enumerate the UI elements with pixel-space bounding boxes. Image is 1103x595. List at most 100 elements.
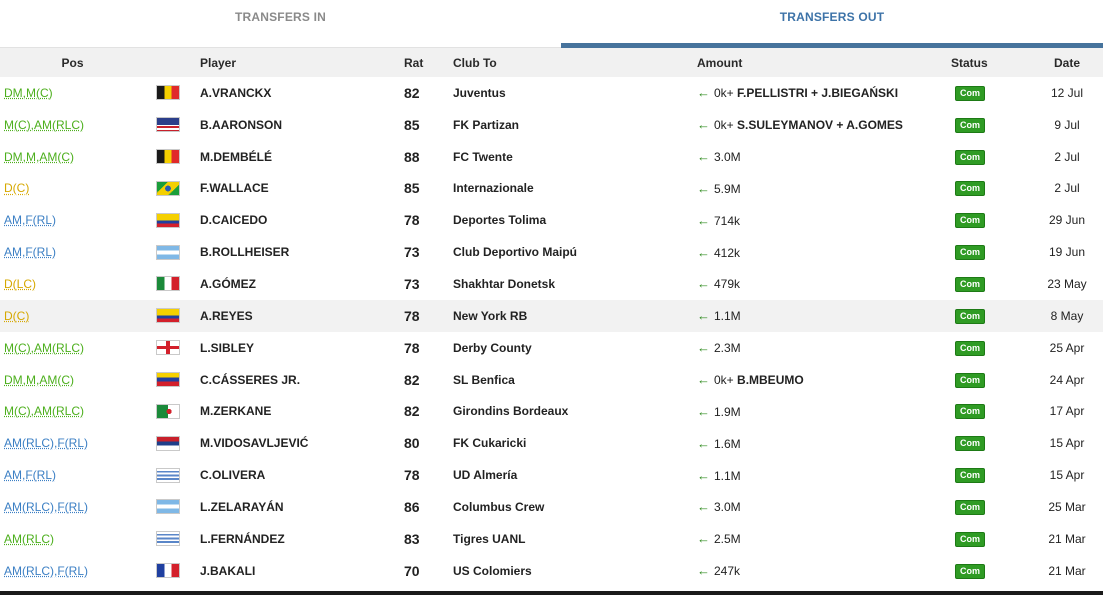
club-to-name[interactable]: Girondins Bordeaux — [453, 404, 569, 419]
position-link[interactable]: AM,F(RL) — [4, 213, 56, 228]
position-link[interactable]: DM,M(C) — [4, 85, 53, 100]
amount-value: 0k+ — [714, 86, 734, 101]
club-to-name[interactable]: US Colomiers — [453, 563, 532, 578]
rating-value: 85 — [404, 116, 420, 133]
table-row[interactable]: D(C) F.WALLACE 85 Internazionale ← 5.9M Com 2 J… — [0, 173, 1103, 205]
player-name[interactable]: C.CÁSSERES JR. — [200, 372, 301, 387]
position-link[interactable]: DM,M,AM(C) — [4, 149, 74, 164]
table-row[interactable]: AM,F(RL) C.OLIVERA 78 UD Almería ← 1.1M Com 15 … — [0, 459, 1103, 491]
club-to-name[interactable]: Columbus Crew — [453, 499, 545, 514]
transfer-date: 2 Jul — [1054, 181, 1080, 196]
col-header-amount[interactable]: Amount — [697, 55, 743, 70]
table-row[interactable]: M(C),AM(RLC) L.SIBLEY 78 Derby County ← 2.3M C… — [0, 332, 1103, 364]
rating-value: 80 — [404, 435, 420, 452]
club-to-name[interactable]: Deportes Tolima — [453, 213, 547, 228]
amount-value: 479k — [714, 277, 741, 292]
player-name[interactable]: A.VRANCKX — [200, 85, 272, 100]
flag-cell — [145, 491, 197, 523]
position-link[interactable]: AM(RLC),F(RL) — [4, 436, 88, 451]
player-name[interactable]: B.ROLLHEISER — [200, 245, 290, 260]
club-to-name[interactable]: UD Almería — [453, 468, 518, 483]
club-to-name[interactable]: Shakhtar Donetsk — [453, 276, 556, 291]
position-link[interactable]: D(LC) — [4, 276, 36, 291]
status-cell: Com — [951, 491, 1031, 523]
position-cell: DM,M,AM(C) — [0, 364, 145, 396]
club-to-name[interactable]: New York RB — [453, 308, 528, 323]
table-row[interactable]: AM(RLC),F(RL) L.ZELARAYÁN 86 Columbus Crew ←… — [0, 491, 1103, 523]
tab-active-indicator — [561, 43, 1103, 48]
tab-transfers-out[interactable]: TRANSFERS OUT — [561, 0, 1103, 48]
venezuela-flag-icon — [156, 372, 180, 388]
status-badge: Com — [955, 213, 985, 229]
table-row[interactable]: D(C) A.REYES 78 New York RB ← 1.1M Com 8 May — [0, 299, 1103, 332]
col-header-rat[interactable]: Rat — [404, 55, 424, 70]
player-name[interactable]: M.VIDOSAVLJEVIĆ — [200, 436, 309, 451]
position-link[interactable]: M(C),AM(RLC) — [4, 340, 84, 355]
player-name[interactable]: D.CAICEDO — [200, 213, 268, 228]
position-link[interactable]: M(C),AM(RLC) — [4, 117, 84, 132]
position-link[interactable]: AM,F(RL) — [4, 245, 56, 260]
player-name[interactable]: A.REYES — [200, 308, 253, 323]
tab-transfers-out-label: TRANSFERS OUT — [779, 10, 885, 24]
player-name[interactable]: M.DEMBÉLÉ — [200, 149, 272, 164]
col-header-player[interactable]: Player — [200, 55, 237, 70]
position-link[interactable]: AM(RLC) — [4, 531, 54, 546]
table-row[interactable]: AM,F(RL) D.CAICEDO 78 Deportes Tolima ← 714k C… — [0, 204, 1103, 236]
player-name[interactable]: F.WALLACE — [200, 181, 269, 196]
table-row[interactable]: DM,M(C) A.VRANCKX 82 Juventus ← 0k+ F.PELLIST… — [0, 77, 1103, 109]
player-name[interactable]: A.GÓMEZ — [200, 276, 256, 291]
position-link[interactable]: DM,M,AM(C) — [4, 372, 74, 387]
col-header-pos[interactable]: Pos — [61, 55, 84, 70]
player-name[interactable]: M.ZERKANE — [200, 404, 272, 419]
position-link[interactable]: D(C) — [4, 308, 30, 323]
club-to-name[interactable]: FK Cukaricki — [453, 436, 527, 451]
flag-cell — [145, 300, 197, 332]
club-to-name[interactable]: FK Partizan — [453, 117, 520, 132]
amount-players-included[interactable]: S.SULEYMANOV + A.GOMES — [733, 118, 903, 133]
table-row[interactable]: DM,M,AM(C) M.DEMBÉLÉ 88 FC Twente ← 3.0M Com 2 … — [0, 141, 1103, 173]
table-row[interactable]: AM(RLC),F(RL) J.BAKALI 70 US Colomiers ← 247k… — [0, 555, 1103, 587]
player-name[interactable]: L.SIBLEY — [200, 340, 255, 355]
club-to-name[interactable]: Club Deportivo Maipú — [453, 245, 577, 260]
position-link[interactable]: AM(RLC),F(RL) — [4, 563, 88, 578]
club-to-name[interactable]: FC Twente — [453, 149, 513, 164]
position-link[interactable]: M(C),AM(RLC) — [4, 404, 84, 419]
amount-players-included[interactable]: F.PELLISTRI + J.BIEGAŃSKI — [733, 86, 899, 101]
table-row[interactable]: M(C),AM(RLC) B.AARONSON 85 FK Partizan ← 0k+ … — [0, 109, 1103, 141]
status-cell: Com — [951, 236, 1031, 268]
tab-transfers-in[interactable]: TRANSFERS IN — [0, 0, 561, 48]
transfer-amount: ← 1.6M — [697, 427, 951, 459]
transfer-amount: ← 2.5M — [697, 523, 951, 555]
player-name[interactable]: L.ZELARAYÁN — [200, 499, 284, 514]
transfer-amount: ← 0k+ F.PELLISTRI + J.BIEGAŃSKI — [697, 77, 951, 109]
player-name[interactable]: B.AARONSON — [200, 117, 283, 132]
position-link[interactable]: AM(RLC),F(RL) — [4, 499, 88, 514]
player-name[interactable]: C.OLIVERA — [200, 468, 266, 483]
transfer-date: 8 May — [1050, 308, 1084, 323]
table-row[interactable]: AM(RLC),F(RL) M.VIDOSAVLJEVIĆ 80 FK Cukaric… — [0, 427, 1103, 459]
club-to-name[interactable]: Juventus — [453, 85, 506, 100]
table-row[interactable]: AM,F(RL) B.ROLLHEISER 73 Club Deportivo Mai… — [0, 236, 1103, 268]
club-to-name[interactable]: SL Benfica — [453, 372, 515, 387]
flag-cell — [145, 427, 197, 459]
position-link[interactable]: AM,F(RL) — [4, 468, 56, 483]
transfer-date: 15 Apr — [1049, 436, 1085, 451]
status-cell: Com — [951, 300, 1031, 332]
player-name[interactable]: L.FERNÁNDEZ — [200, 531, 285, 546]
table-row[interactable]: M(C),AM(RLC) M.ZERKANE 82 Girondins Bordeau… — [0, 395, 1103, 427]
amount-players-included[interactable]: B.MBEUMO — [733, 373, 804, 388]
col-header-club-to[interactable]: Club To — [453, 55, 497, 70]
arrow-left-icon: ← — [697, 85, 710, 101]
club-to-name[interactable]: Derby County — [453, 340, 532, 355]
col-header-status[interactable]: Status — [951, 55, 988, 70]
table-row[interactable]: DM,M,AM(C) C.CÁSSERES JR. 82 SL Benfica ← 0k+… — [0, 364, 1103, 396]
player-name[interactable]: J.BAKALI — [200, 563, 256, 578]
col-header-date[interactable]: Date — [1053, 55, 1080, 70]
position-link[interactable]: D(C) — [4, 181, 30, 196]
table-row[interactable]: D(LC) A.GÓMEZ 73 Shakhtar Donetsk ← 479k Com 23… — [0, 268, 1103, 300]
amount-value: 247k — [714, 564, 741, 579]
serbia-flag-icon — [156, 435, 180, 451]
club-to-name[interactable]: Internazionale — [453, 181, 534, 196]
club-to-name[interactable]: Tigres UANL — [453, 531, 526, 546]
table-row[interactable]: AM(RLC) L.FERNÁNDEZ 83 Tigres UANL ← 2.5M Com 2… — [0, 523, 1103, 555]
